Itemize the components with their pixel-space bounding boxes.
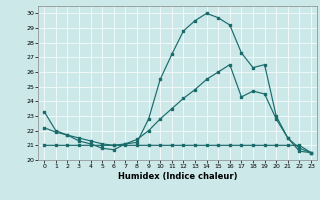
X-axis label: Humidex (Indice chaleur): Humidex (Indice chaleur) bbox=[118, 172, 237, 181]
